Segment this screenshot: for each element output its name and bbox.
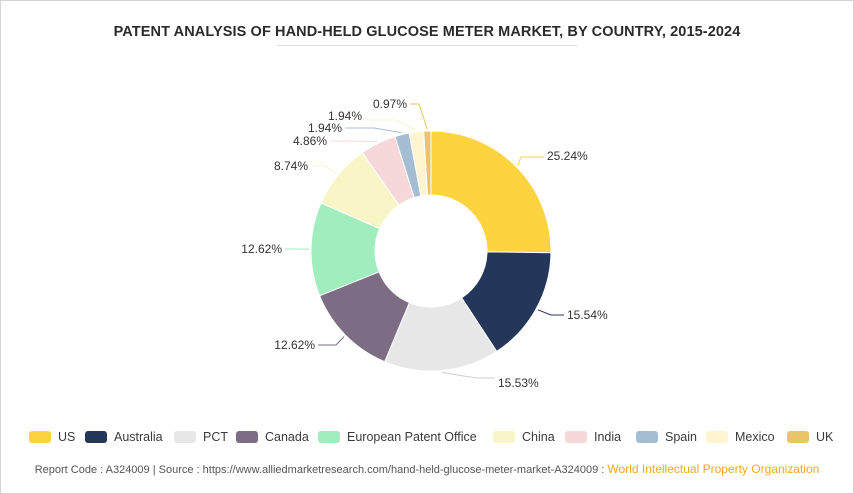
title-divider	[277, 45, 577, 46]
legend-swatch	[787, 431, 809, 443]
data-label-european-patent-office: 12.62%	[241, 242, 282, 256]
leader-line-mexico	[365, 119, 417, 131]
leader-line-australia	[537, 309, 564, 316]
legend-label: Spain	[665, 430, 697, 444]
legend-item-us[interactable]: US	[29, 427, 75, 447]
legend-item-pct[interactable]: PCT	[174, 427, 228, 447]
legend-item-canada[interactable]: Canada	[236, 427, 309, 447]
legend-swatch	[565, 431, 587, 443]
legend-swatch	[636, 431, 658, 443]
chart-title: PATENT ANALYSIS OF HAND-HELD GLUCOSE MET…	[113, 24, 741, 40]
legend-swatch	[493, 431, 515, 443]
data-label-china: 8.74%	[274, 159, 308, 173]
legend-label: US	[58, 430, 76, 444]
legend-label: Canada	[265, 430, 309, 444]
footer-separator: |	[152, 464, 156, 476]
leader-line-canada	[318, 336, 345, 346]
legend-swatch	[29, 431, 51, 443]
donut-chart: 25.24% 15.54% 15.53% 12.62% 12.62% 8.74% 4.86%…	[241, 97, 608, 390]
data-label-mexico: 1.94%	[328, 109, 362, 123]
legend-swatch	[318, 431, 340, 443]
data-label-australia: 15.54%	[567, 308, 608, 322]
source-organization: World Intellectual Property Organization	[607, 462, 820, 476]
legend-item-india[interactable]: India	[565, 427, 621, 447]
legend-label: China	[522, 430, 555, 444]
legend-item-spain[interactable]: Spain	[636, 427, 697, 447]
legend-label: PCT	[203, 430, 228, 444]
legend-label: UK	[816, 430, 834, 444]
slice-us[interactable]	[430, 130, 552, 254]
leader-line-us	[517, 156, 544, 166]
legend-label: Australia	[114, 430, 163, 444]
data-label-spain: 1.94%	[308, 121, 342, 135]
legend-item-uk[interactable]: UK	[787, 427, 833, 447]
legend-label: Mexico	[735, 430, 775, 444]
leader-line-pct	[442, 371, 495, 379]
source-text: Source : https://www.alliedmarketresearc…	[158, 464, 605, 476]
report-code: Report Code : A324009	[34, 464, 150, 476]
leader-line-spain	[345, 127, 402, 134]
chart-legend: US Australia PCT Canada European Patent Offi…	[0, 427, 854, 447]
slice-uk[interactable]	[423, 130, 432, 196]
leader-line-india	[330, 140, 378, 143]
legend-swatch	[174, 431, 196, 443]
data-label-uk: 0.97%	[373, 97, 407, 111]
legend-item-european-patent-office[interactable]: European Patent Office	[318, 427, 477, 447]
leader-line-china	[311, 165, 337, 175]
data-label-india: 4.86%	[293, 134, 327, 148]
legend-swatch	[85, 431, 107, 443]
legend-item-australia[interactable]: Australia	[85, 427, 163, 447]
legend-swatch	[236, 431, 258, 443]
chart-footer: Report Code : A324009 | Source : https:/…	[0, 462, 854, 476]
data-label-pct: 15.53%	[498, 376, 539, 390]
legend-swatch	[706, 431, 728, 443]
leader-line-uk	[410, 103, 428, 130]
legend-item-china[interactable]: China	[493, 427, 555, 447]
legend-item-mexico[interactable]: Mexico	[706, 427, 775, 447]
legend-label: European Patent Office	[347, 430, 477, 444]
data-label-us: 25.24%	[547, 149, 588, 163]
data-label-canada: 12.62%	[274, 338, 315, 352]
legend-label: India	[594, 430, 622, 444]
